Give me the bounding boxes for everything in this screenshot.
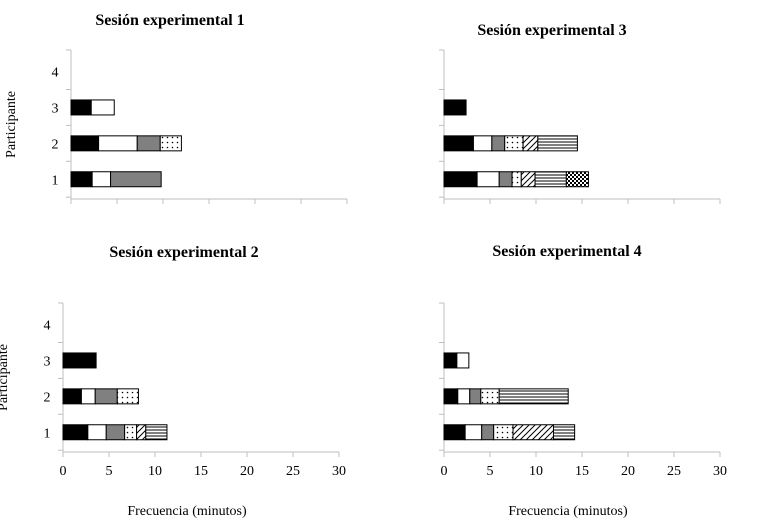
bar-segment-s3-p3-black — [443, 99, 467, 116]
y-tick-label: 4 — [52, 66, 59, 81]
y-tick-label: 3 — [44, 354, 51, 369]
bar-segment-s2-p3-black — [62, 352, 97, 369]
x-tick-label: 20 — [621, 464, 635, 479]
y-tick-label: 3 — [52, 101, 59, 116]
bar-segment-s1-p1-black — [70, 171, 93, 188]
bar-segment-s4-p3-black — [443, 352, 458, 369]
bar-segment-s4-p1-hlines — [552, 424, 576, 441]
bar-segment-s4-p1-white — [464, 424, 483, 441]
bar-segment-s3-p1-white — [476, 171, 500, 188]
bar-segment-s2-p1-hlines — [145, 424, 168, 441]
bar-segment-s2-p1-black — [62, 424, 89, 441]
bar-segment-s3-p1-diagonal — [520, 171, 536, 188]
bar-segment-s4-p2-gray — [469, 388, 482, 405]
x-tick-label: 10 — [529, 464, 543, 479]
chart-panel-s3: Sesión experimental 3 — [439, 22, 721, 204]
chart-panel-s4: Sesión experimental 4 0 5 10 15 20 25 30 Frecuen… — [439, 243, 727, 519]
bar-segment-s2-p2-white — [80, 388, 96, 405]
bar-segment-s2-p2-black — [62, 388, 82, 405]
x-tick-label: 5 — [106, 464, 113, 479]
bar-segment-s2-p1-white — [87, 424, 107, 441]
x-tick-label: 30 — [332, 464, 346, 479]
bar-segment-s1-p2-black — [70, 135, 100, 152]
y-tick-label: 2 — [52, 137, 59, 152]
x-tick-label: 0 — [60, 464, 67, 479]
bar-segment-s3-p2-black — [443, 135, 474, 152]
chart-title: Sesión experimental 4 — [492, 243, 641, 260]
bar-segment-s4-p2-dots — [480, 388, 500, 405]
bar-segment-s2-p1-gray — [105, 424, 126, 441]
chart-panel-s2: Sesión experimental 2 0 5 10 15 20 25 30 1 2 3 4 Par… — [0, 244, 346, 519]
x-tick-label: 5 — [487, 464, 494, 479]
x-tick-label: 10 — [148, 464, 162, 479]
bar-segment-s4-p2-hlines — [498, 388, 569, 405]
bar-segment-s1-p1-white — [91, 171, 112, 188]
chart-title: Sesión experimental 2 — [109, 244, 258, 261]
bar-segment-s1-p2-dots — [159, 135, 182, 152]
chart-title: Sesión experimental 3 — [477, 22, 626, 39]
x-tick-label: 15 — [575, 464, 589, 479]
bar-segment-s3-p2-diagonal — [522, 135, 539, 152]
y-tick-label: 1 — [52, 173, 59, 188]
y-tick-label: 4 — [44, 319, 51, 334]
y-axis-label: Participante — [0, 344, 11, 411]
chart-title: Sesión experimental 1 — [95, 12, 244, 29]
bar-segment-s3-p2-gray — [491, 135, 506, 152]
bar-segment-s3-p2-white — [472, 135, 493, 152]
bar-segment-s4-p2-black — [443, 388, 459, 405]
bar-segment-s4-p3-white — [456, 352, 470, 369]
x-tick-label: 20 — [240, 464, 254, 479]
bar-segment-s3-p1-checker — [565, 171, 589, 188]
x-tick-label: 30 — [713, 464, 727, 479]
y-axis-label: Participante — [4, 91, 19, 158]
y-tick-label: 2 — [44, 390, 51, 405]
bar-segment-s3-p1-hlines — [534, 171, 567, 188]
x-tick-label: 0 — [441, 464, 448, 479]
bar-segment-s1-p2-white — [98, 135, 138, 152]
bar-segment-s4-p1-gray — [481, 424, 495, 441]
x-tick-label: 25 — [667, 464, 681, 479]
bar-segment-s2-p2-gray — [94, 388, 118, 405]
bar-segment-s3-p1-dots — [511, 171, 522, 188]
bar-segment-s4-p2-white — [457, 388, 471, 405]
bar-segment-s2-p1-diagonal — [136, 424, 147, 441]
x-tick-label: 25 — [286, 464, 300, 479]
bar-segment-s3-p2-hlines — [537, 135, 578, 152]
chart-panel-s1: Sesión experimental 1 1 2 3 4 Participante — [4, 12, 348, 204]
bar-segment-s1-p3-black — [70, 99, 92, 116]
bar-segment-s4-p1-dots — [493, 424, 514, 441]
x-tick-label: 15 — [194, 464, 208, 479]
bar-segment-s1-p2-gray — [136, 135, 161, 152]
bar-segment-s3-p1-black — [443, 171, 478, 188]
bar-segment-s4-p1-black — [443, 424, 466, 441]
bar-segment-s1-p1-gray — [110, 171, 162, 188]
bar-segment-s3-p1-gray — [498, 171, 513, 188]
bar-segment-s3-p2-dots — [504, 135, 524, 152]
bar-segment-s4-p1-diagonal — [512, 424, 554, 441]
bar-segment-s2-p1-dots — [124, 424, 138, 441]
x-axis-label: Frecuencia (minutos) — [508, 504, 628, 519]
bar-segment-s2-p2-dots — [116, 388, 139, 405]
bar-segment-s1-p3-white — [90, 99, 115, 116]
y-tick-label: 1 — [44, 426, 51, 441]
x-axis-label: Frecuencia (minutos) — [127, 504, 247, 519]
